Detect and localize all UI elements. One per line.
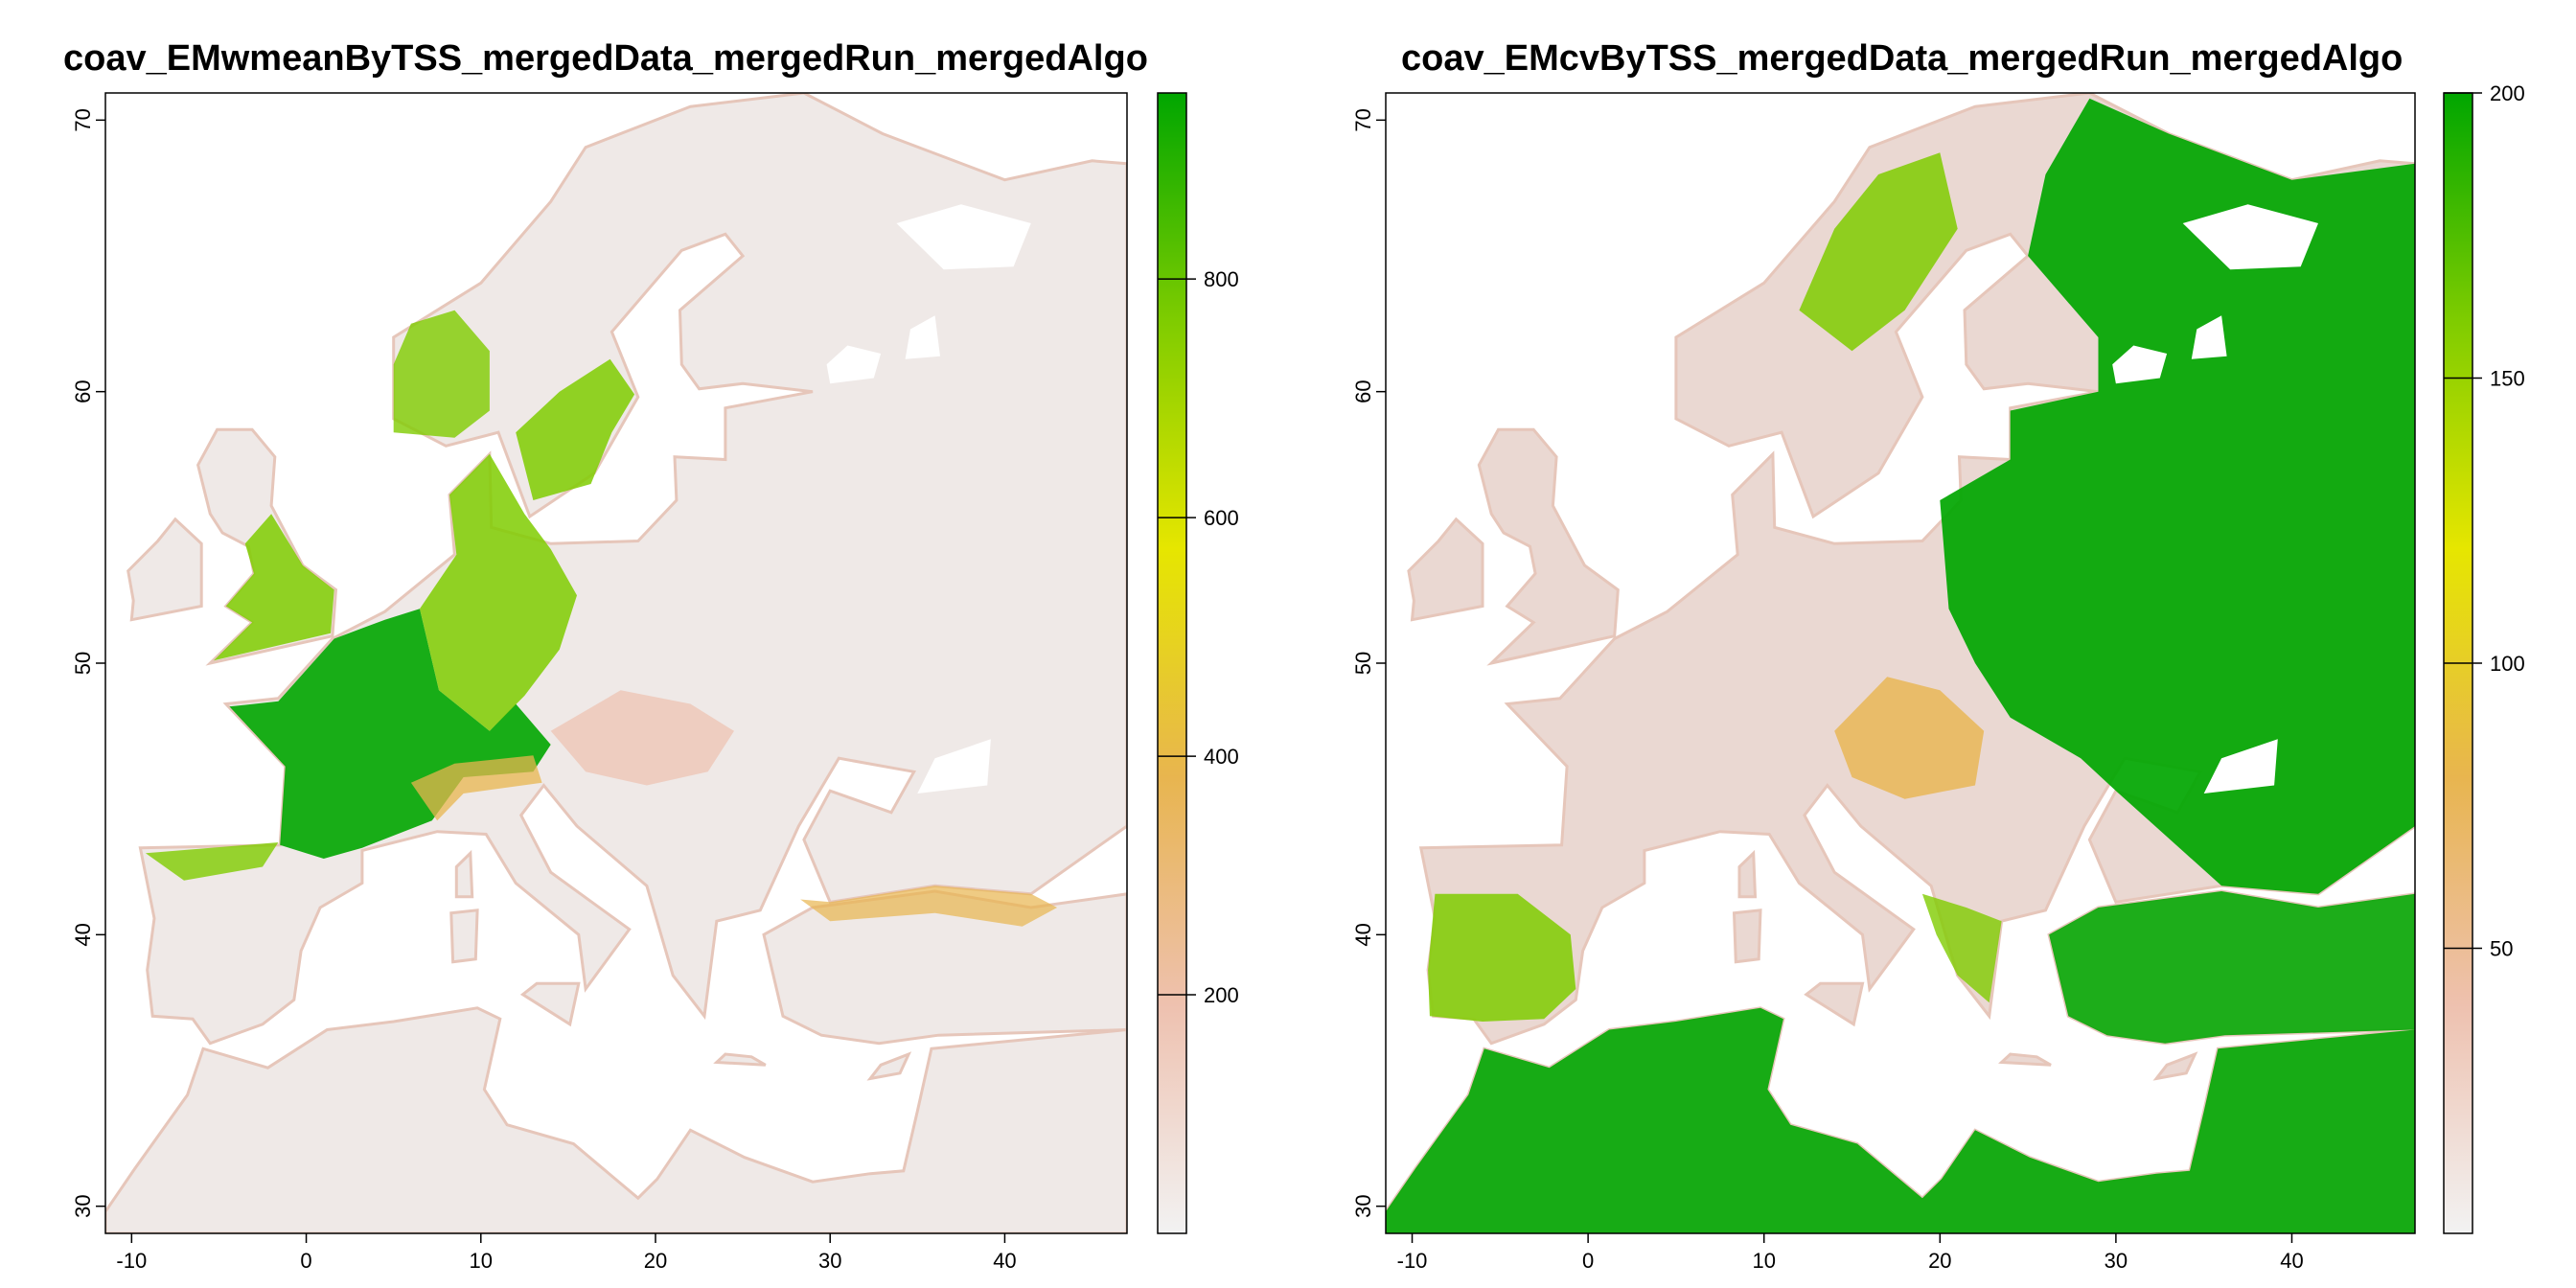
legend-tick-label: 600 [1204, 506, 1239, 530]
map-figure-wmean: -10 0 10 20 30 40 30 40 50 60 70 200 400 600 800 [71, 92, 1239, 1273]
land-sicily [1804, 981, 1865, 1027]
y-tick-label: 40 [1351, 923, 1375, 946]
suitability-patch [1386, 1007, 2415, 1233]
land-corsica [1737, 849, 1758, 899]
x-tick-label: 10 [1752, 1249, 1775, 1273]
y-tick-label: 40 [71, 923, 95, 946]
y-tick-label: 30 [1351, 1194, 1375, 1217]
water-azov [2203, 739, 2278, 794]
map-title-cv: coav_EMcvByTSS_mergedData_mergedRun_merg… [1401, 38, 2404, 79]
suitability-patch [1428, 893, 1576, 1022]
legend-tick-label: 150 [2490, 367, 2525, 391]
land-crete [1998, 1052, 2052, 1067]
suitability-patch [393, 310, 490, 438]
x-tick-label: 20 [1928, 1249, 1951, 1273]
water-azov [917, 739, 991, 794]
suitability-patch [516, 358, 635, 500]
land-sardinia [1732, 908, 1762, 964]
x-tick-label: 40 [2280, 1249, 2303, 1273]
land-sicily [519, 981, 581, 1027]
land-cyprus [2152, 1051, 2198, 1081]
suitability-patch [2049, 891, 2415, 1044]
legend-tick-label: 200 [2490, 81, 2525, 105]
y-tick-label: 60 [71, 380, 95, 402]
y-tick-label: 50 [71, 652, 95, 675]
legend-tick-label: 100 [2490, 652, 2525, 676]
x-tick-label: 40 [993, 1249, 1016, 1273]
legend-tick-label: 200 [1204, 983, 1239, 1007]
suitability-patch [229, 609, 551, 859]
y-tick-label: 30 [71, 1194, 95, 1217]
y-tick-label: 70 [1351, 108, 1375, 131]
water-ladoga [826, 345, 882, 384]
x-tick-label: -10 [1397, 1249, 1428, 1273]
water-ladoga [2112, 345, 2168, 384]
land-cyprus [866, 1051, 912, 1081]
suitability-patch [420, 453, 577, 731]
water-onega [905, 315, 940, 359]
x-tick-label: 30 [2104, 1249, 2128, 1273]
legend-colorbar [1157, 92, 1187, 1234]
y-tick-label: 70 [71, 108, 95, 131]
legend-tick-label: 800 [1204, 267, 1239, 291]
y-tick-label: 50 [1351, 652, 1375, 675]
y-tick-label: 60 [1351, 380, 1375, 402]
suitability-patch [214, 514, 334, 661]
water-onega [2191, 315, 2227, 359]
suitability-patch [800, 886, 1058, 927]
land-ireland [1407, 517, 1484, 622]
x-tick-label: 10 [470, 1249, 493, 1273]
x-tick-label: 0 [1582, 1249, 1594, 1273]
suitability-patch [1921, 893, 2002, 1003]
x-tick-label: 30 [818, 1249, 841, 1273]
x-tick-label: 0 [300, 1249, 311, 1273]
x-tick-label: -10 [116, 1249, 147, 1273]
water-white_sea [2182, 204, 2318, 270]
map-area [105, 93, 1127, 1233]
x-tick-label: 20 [644, 1249, 667, 1273]
suitability-patch [1799, 152, 1958, 352]
legend-tick-label: 400 [1204, 745, 1239, 769]
map-panel-wmean: coav_EMwmeanByTSS_mergedData_mergedRun_m… [63, 38, 1239, 1273]
land-corsica [454, 849, 474, 899]
map-title-wmean: coav_EMwmeanByTSS_mergedData_mergedRun_m… [63, 38, 1148, 79]
suitability-patch [550, 690, 734, 786]
water-white_sea [896, 204, 1031, 270]
land-ireland [126, 517, 203, 622]
map-panel-cv: coav_EMcvByTSS_mergedData_mergedRun_merg… [1288, 0, 2576, 1288]
suitability-patch [145, 842, 279, 881]
land-sardinia [449, 908, 479, 964]
map-figure-cv: -10 0 10 20 30 40 30 40 50 60 70 50 100 150 200 [1351, 81, 2525, 1273]
map-area [1386, 93, 2415, 1233]
suitability-patch [410, 755, 542, 821]
land-crete [713, 1052, 767, 1067]
land-uk [1477, 427, 1620, 666]
legend-tick-label: 50 [2490, 937, 2513, 961]
land-africa [105, 1006, 1127, 1233]
suitability-patch [1834, 677, 1985, 799]
suitability-patch [1940, 98, 2415, 894]
